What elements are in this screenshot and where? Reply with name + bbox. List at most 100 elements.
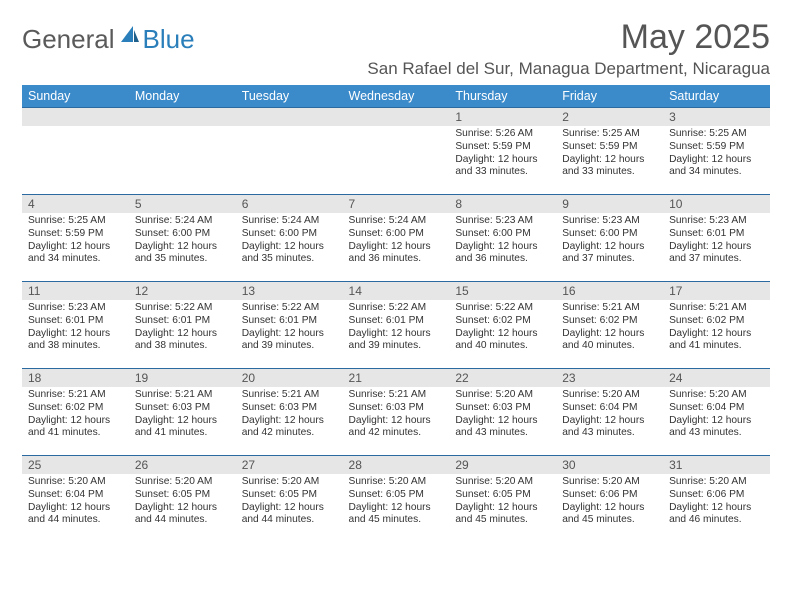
day-header-monday: Monday	[129, 85, 236, 108]
day-content: Sunrise: 5:21 AMSunset: 6:03 PMDaylight:…	[129, 387, 236, 444]
calendar-week-row: 18Sunrise: 5:21 AMSunset: 6:02 PMDayligh…	[22, 369, 770, 456]
calendar-body: 1Sunrise: 5:26 AMSunset: 5:59 PMDaylight…	[22, 108, 770, 543]
day-header-friday: Friday	[556, 85, 663, 108]
sunrise-text: Sunrise: 5:20 AM	[28, 476, 123, 489]
day-header-sunday: Sunday	[22, 85, 129, 108]
sunrise-text: Sunrise: 5:23 AM	[562, 215, 657, 228]
sunrise-text: Sunrise: 5:21 AM	[242, 389, 337, 402]
sunrise-text: Sunrise: 5:22 AM	[349, 302, 444, 315]
calendar-day-cell: 20Sunrise: 5:21 AMSunset: 6:03 PMDayligh…	[236, 369, 343, 456]
calendar-day-cell: 27Sunrise: 5:20 AMSunset: 6:05 PMDayligh…	[236, 456, 343, 543]
day-number	[343, 108, 450, 126]
day-number: 8	[449, 195, 556, 213]
sunrise-text: Sunrise: 5:26 AM	[455, 128, 550, 141]
calendar-day-cell: 6Sunrise: 5:24 AMSunset: 6:00 PMDaylight…	[236, 195, 343, 282]
calendar-day-cell: 25Sunrise: 5:20 AMSunset: 6:04 PMDayligh…	[22, 456, 129, 543]
calendar-day-cell: 8Sunrise: 5:23 AMSunset: 6:00 PMDaylight…	[449, 195, 556, 282]
daylight-text: Daylight: 12 hours and 35 minutes.	[135, 241, 230, 267]
sunset-text: Sunset: 6:04 PM	[562, 402, 657, 415]
logo-sail-icon	[119, 24, 141, 49]
day-number: 7	[343, 195, 450, 213]
daylight-text: Daylight: 12 hours and 43 minutes.	[669, 415, 764, 441]
day-content: Sunrise: 5:21 AMSunset: 6:02 PMDaylight:…	[663, 300, 770, 357]
sunset-text: Sunset: 6:05 PM	[242, 489, 337, 502]
sunrise-text: Sunrise: 5:20 AM	[669, 389, 764, 402]
sunset-text: Sunset: 6:04 PM	[28, 489, 123, 502]
daylight-text: Daylight: 12 hours and 34 minutes.	[669, 154, 764, 180]
day-number: 29	[449, 456, 556, 474]
sunrise-text: Sunrise: 5:21 AM	[135, 389, 230, 402]
calendar-day-cell: 4Sunrise: 5:25 AMSunset: 5:59 PMDaylight…	[22, 195, 129, 282]
sunset-text: Sunset: 6:06 PM	[669, 489, 764, 502]
sunrise-text: Sunrise: 5:20 AM	[349, 476, 444, 489]
calendar-day-cell	[129, 108, 236, 195]
sunrise-text: Sunrise: 5:20 AM	[562, 389, 657, 402]
day-number: 15	[449, 282, 556, 300]
sunrise-text: Sunrise: 5:20 AM	[455, 389, 550, 402]
day-number: 16	[556, 282, 663, 300]
sunrise-text: Sunrise: 5:24 AM	[135, 215, 230, 228]
day-number: 28	[343, 456, 450, 474]
sunset-text: Sunset: 6:00 PM	[455, 228, 550, 241]
day-number: 11	[22, 282, 129, 300]
day-header-thursday: Thursday	[449, 85, 556, 108]
sunset-text: Sunset: 5:59 PM	[28, 228, 123, 241]
sunrise-text: Sunrise: 5:22 AM	[135, 302, 230, 315]
day-content: Sunrise: 5:22 AMSunset: 6:02 PMDaylight:…	[449, 300, 556, 357]
sunset-text: Sunset: 6:00 PM	[242, 228, 337, 241]
daylight-text: Daylight: 12 hours and 43 minutes.	[562, 415, 657, 441]
day-number: 18	[22, 369, 129, 387]
day-content: Sunrise: 5:20 AMSunset: 6:04 PMDaylight:…	[663, 387, 770, 444]
calendar-day-cell: 14Sunrise: 5:22 AMSunset: 6:01 PMDayligh…	[343, 282, 450, 369]
day-number: 27	[236, 456, 343, 474]
day-number: 12	[129, 282, 236, 300]
daylight-text: Daylight: 12 hours and 44 minutes.	[28, 502, 123, 528]
sunset-text: Sunset: 6:01 PM	[349, 315, 444, 328]
day-number: 1	[449, 108, 556, 126]
calendar-day-cell: 15Sunrise: 5:22 AMSunset: 6:02 PMDayligh…	[449, 282, 556, 369]
calendar-day-cell: 23Sunrise: 5:20 AMSunset: 6:04 PMDayligh…	[556, 369, 663, 456]
calendar-day-cell: 12Sunrise: 5:22 AMSunset: 6:01 PMDayligh…	[129, 282, 236, 369]
day-number	[129, 108, 236, 126]
calendar-day-cell: 28Sunrise: 5:20 AMSunset: 6:05 PMDayligh…	[343, 456, 450, 543]
calendar-table: SundayMondayTuesdayWednesdayThursdayFrid…	[22, 85, 770, 543]
sunrise-text: Sunrise: 5:22 AM	[242, 302, 337, 315]
day-content: Sunrise: 5:20 AMSunset: 6:05 PMDaylight:…	[236, 474, 343, 531]
day-content: Sunrise: 5:20 AMSunset: 6:05 PMDaylight:…	[343, 474, 450, 531]
daylight-text: Daylight: 12 hours and 37 minutes.	[562, 241, 657, 267]
daylight-text: Daylight: 12 hours and 38 minutes.	[28, 328, 123, 354]
day-content: Sunrise: 5:20 AMSunset: 6:06 PMDaylight:…	[663, 474, 770, 531]
sunrise-text: Sunrise: 5:21 AM	[669, 302, 764, 315]
sunset-text: Sunset: 6:05 PM	[349, 489, 444, 502]
calendar-day-cell: 2Sunrise: 5:25 AMSunset: 5:59 PMDaylight…	[556, 108, 663, 195]
daylight-text: Daylight: 12 hours and 34 minutes.	[28, 241, 123, 267]
calendar-week-row: 11Sunrise: 5:23 AMSunset: 6:01 PMDayligh…	[22, 282, 770, 369]
day-content: Sunrise: 5:21 AMSunset: 6:02 PMDaylight:…	[22, 387, 129, 444]
day-number: 4	[22, 195, 129, 213]
daylight-text: Daylight: 12 hours and 33 minutes.	[455, 154, 550, 180]
sunrise-text: Sunrise: 5:23 AM	[455, 215, 550, 228]
day-content: Sunrise: 5:26 AMSunset: 5:59 PMDaylight:…	[449, 126, 556, 183]
sunset-text: Sunset: 6:02 PM	[562, 315, 657, 328]
daylight-text: Daylight: 12 hours and 37 minutes.	[669, 241, 764, 267]
daylight-text: Daylight: 12 hours and 45 minutes.	[349, 502, 444, 528]
daylight-text: Daylight: 12 hours and 36 minutes.	[349, 241, 444, 267]
day-number: 26	[129, 456, 236, 474]
calendar-header: SundayMondayTuesdayWednesdayThursdayFrid…	[22, 85, 770, 108]
calendar-day-cell: 9Sunrise: 5:23 AMSunset: 6:00 PMDaylight…	[556, 195, 663, 282]
day-content: Sunrise: 5:20 AMSunset: 6:04 PMDaylight:…	[22, 474, 129, 531]
day-number: 2	[556, 108, 663, 126]
day-header-wednesday: Wednesday	[343, 85, 450, 108]
day-number: 20	[236, 369, 343, 387]
sunset-text: Sunset: 6:01 PM	[135, 315, 230, 328]
sunrise-text: Sunrise: 5:22 AM	[455, 302, 550, 315]
day-number: 24	[663, 369, 770, 387]
day-content: Sunrise: 5:23 AMSunset: 6:00 PMDaylight:…	[556, 213, 663, 270]
month-title: May 2025	[367, 18, 770, 57]
sunset-text: Sunset: 6:03 PM	[455, 402, 550, 415]
sunset-text: Sunset: 6:00 PM	[562, 228, 657, 241]
header-row: General Blue May 2025 San Rafael del Sur…	[22, 18, 770, 79]
calendar-day-cell: 31Sunrise: 5:20 AMSunset: 6:06 PMDayligh…	[663, 456, 770, 543]
daylight-text: Daylight: 12 hours and 45 minutes.	[455, 502, 550, 528]
day-number: 21	[343, 369, 450, 387]
